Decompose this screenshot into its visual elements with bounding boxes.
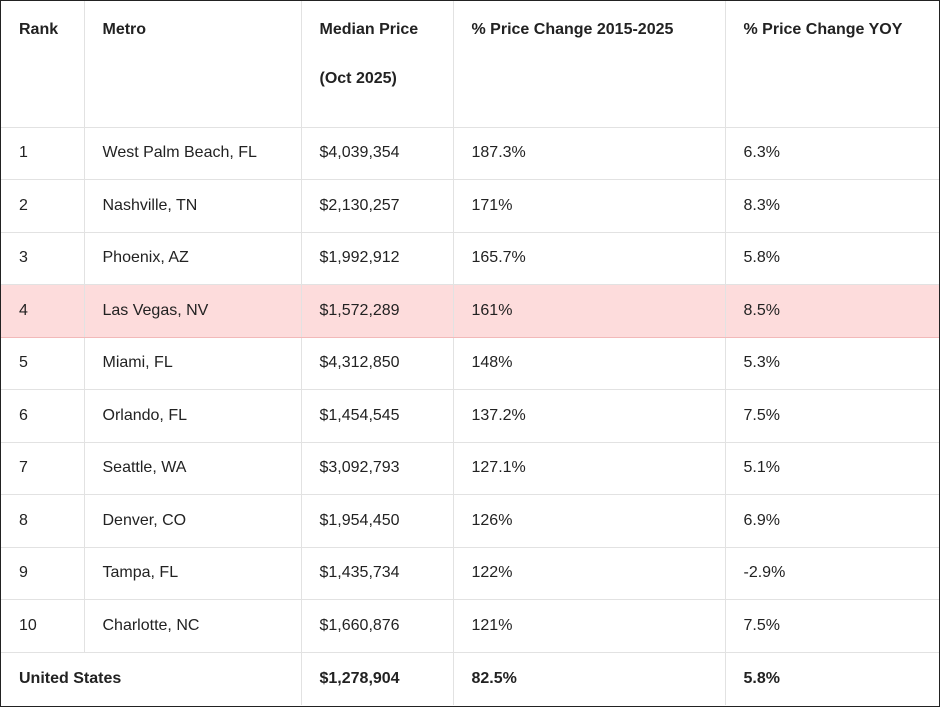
header-line: (Oct 2025) xyxy=(319,70,397,87)
table-cell: 127.1% xyxy=(452,441,726,495)
table-cell: 126% xyxy=(452,494,726,548)
table-cell: Charlotte, NC xyxy=(83,599,302,653)
table-cell: 8.3% xyxy=(724,179,939,233)
table-cell: 10 xyxy=(1,599,85,653)
table-cell: 165.7% xyxy=(452,231,726,285)
header-cell: Median Price (Oct 2025) xyxy=(300,1,454,128)
table-cell: -2.9% xyxy=(724,546,939,600)
table-row: 5 Miami, FL $4,312,850 148% 5.3% xyxy=(1,336,939,390)
table-cell: $4,312,850 xyxy=(300,336,454,390)
table-cell: 148% xyxy=(452,336,726,390)
table-cell: 161% xyxy=(452,284,726,338)
table-row: 8 Denver, CO $1,954,450 126% 6.9% xyxy=(1,494,939,548)
table-row: 4 Las Vegas, NV $1,572,289 161% 8.5% xyxy=(1,284,939,338)
table-cell: 5.8% xyxy=(724,231,939,285)
table-row: 2 Nashville, TN $2,130,257 171% 8.3% xyxy=(1,179,939,233)
table-row: 7 Seattle, WA $3,092,793 127.1% 5.1% xyxy=(1,441,939,495)
table-row: 9 Tampa, FL $1,435,734 122% -2.9% xyxy=(1,546,939,600)
table-cell: 5.1% xyxy=(724,441,939,495)
table-cell: 3 xyxy=(1,231,85,285)
table-cell: 137.2% xyxy=(452,389,726,443)
table-cell: Las Vegas, NV xyxy=(83,284,302,338)
footer-cell: 5.8% xyxy=(724,651,939,705)
table-cell: $1,992,912 xyxy=(300,231,454,285)
table-cell: 171% xyxy=(452,179,726,233)
table-cell: 8 xyxy=(1,494,85,548)
table-cell: Denver, CO xyxy=(83,494,302,548)
footer-cell: 82.5% xyxy=(452,651,726,705)
table-cell: 6.3% xyxy=(724,126,939,180)
table-cell: 121% xyxy=(452,599,726,653)
table-cell: Miami, FL xyxy=(83,336,302,390)
table-cell: $1,660,876 xyxy=(300,599,454,653)
table-cell: 7.5% xyxy=(724,389,939,443)
table-row: 6 Orlando, FL $1,454,545 137.2% 7.5% xyxy=(1,389,939,443)
table-cell: 4 xyxy=(1,284,85,338)
table-cell: 9 xyxy=(1,546,85,600)
header-line: Median Price xyxy=(319,21,419,38)
table-row: 10 Charlotte, NC $1,660,876 121% 7.5% xyxy=(1,599,939,653)
table-cell: 5.3% xyxy=(724,336,939,390)
table-header: Rank Metro Median Price (Oct 2025) % Price C… xyxy=(1,1,939,128)
table-cell: 5 xyxy=(1,336,85,390)
header-cell: Rank xyxy=(1,1,85,128)
table-row: 1 West Palm Beach, FL $4,039,354 187.3% 6.3% xyxy=(1,126,939,180)
table-cell: 7.5% xyxy=(724,599,939,653)
table-cell: 2 xyxy=(1,179,85,233)
table-cell: Orlando, FL xyxy=(83,389,302,443)
header-row: Rank Metro Median Price (Oct 2025) % Price C… xyxy=(1,1,939,128)
footer-cell: United States xyxy=(1,651,302,705)
table-cell: 187.3% xyxy=(452,126,726,180)
header-cell: % Price Change YOY xyxy=(724,1,939,128)
table-cell: 1 xyxy=(1,126,85,180)
table-footer: United States $1,278,904 82.5% 5.8% xyxy=(1,651,939,705)
table-body: 1 West Palm Beach, FL $4,039,354 187.3% 6.3%… xyxy=(1,126,939,653)
table-cell: $2,130,257 xyxy=(300,179,454,233)
table-cell: 122% xyxy=(452,546,726,600)
table-cell: 8.5% xyxy=(724,284,939,338)
table-cell: 6.9% xyxy=(724,494,939,548)
table-cell: Seattle, WA xyxy=(83,441,302,495)
table-cell: 7 xyxy=(1,441,85,495)
table-cell: West Palm Beach, FL xyxy=(83,126,302,180)
table-cell: $3,092,793 xyxy=(300,441,454,495)
table-cell: $1,954,450 xyxy=(300,494,454,548)
header-cell: % Price Change 2015-2025 xyxy=(452,1,726,128)
header-cell: Metro xyxy=(83,1,302,128)
table-cell: 6 xyxy=(1,389,85,443)
table-cell: $1,572,289 xyxy=(300,284,454,338)
footer-row: United States $1,278,904 82.5% 5.8% xyxy=(1,651,939,705)
table-cell: Nashville, TN xyxy=(83,179,302,233)
table-cell: $4,039,354 xyxy=(300,126,454,180)
table-cell: $1,435,734 xyxy=(300,546,454,600)
table-cell: Tampa, FL xyxy=(83,546,302,600)
footer-cell: $1,278,904 xyxy=(300,651,454,705)
table-cell: $1,454,545 xyxy=(300,389,454,443)
table-row: 3 Phoenix, AZ $1,992,912 165.7% 5.8% xyxy=(1,231,939,285)
table-cell: Phoenix, AZ xyxy=(83,231,302,285)
